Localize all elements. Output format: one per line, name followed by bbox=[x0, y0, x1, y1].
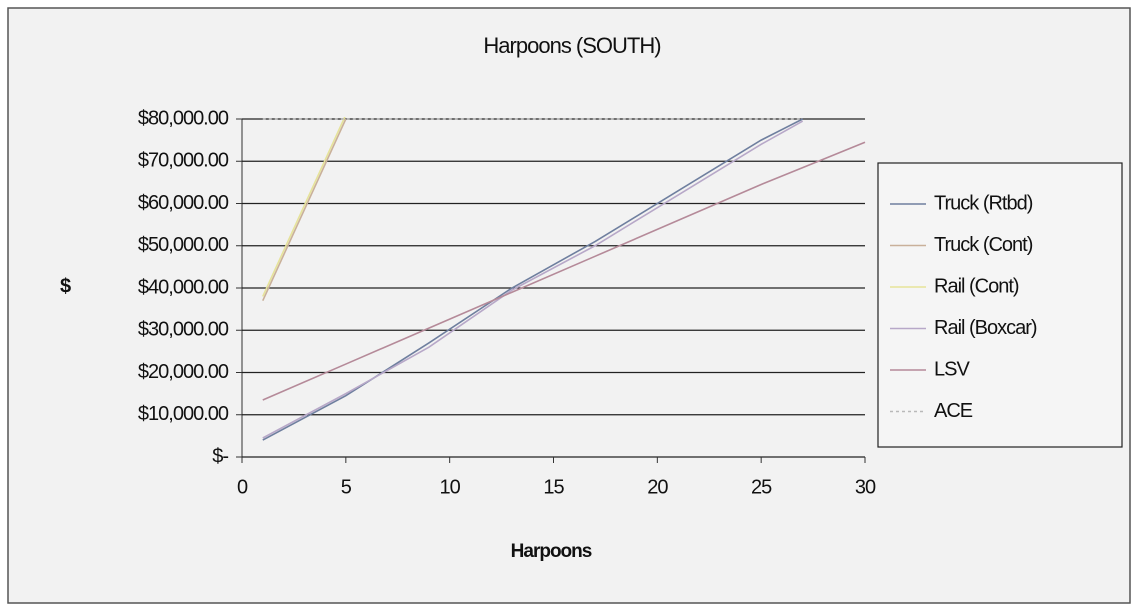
y-tick-label: $20,000.00 bbox=[138, 361, 229, 383]
legend-label: Truck (Cont) bbox=[934, 234, 1033, 256]
legend-label: Rail (Cont) bbox=[934, 275, 1019, 297]
y-tick-label: $70,000.00 bbox=[138, 150, 229, 172]
series-line bbox=[262, 118, 347, 302]
series-line bbox=[262, 118, 804, 441]
series-line bbox=[262, 120, 804, 439]
x-axis-label: Harpoons bbox=[511, 541, 592, 562]
series-line bbox=[262, 117, 346, 297]
y-axis-label: $ bbox=[60, 275, 71, 297]
chart-title: Harpoons (SOUTH) bbox=[483, 33, 660, 58]
x-tick-label: 5 bbox=[341, 476, 352, 498]
legend-label: LSV bbox=[934, 358, 970, 380]
series-line bbox=[262, 141, 866, 401]
x-tick-label: 30 bbox=[855, 476, 876, 498]
y-tick-label: $40,000.00 bbox=[138, 276, 229, 298]
y-tick-label: $80,000.00 bbox=[138, 107, 229, 129]
y-tick-label: $50,000.00 bbox=[138, 234, 229, 256]
plot-lines bbox=[262, 117, 866, 441]
x-tick-label: 0 bbox=[237, 476, 248, 498]
legend-label: Truck (Rtbd) bbox=[934, 192, 1033, 214]
legend-box bbox=[877, 162, 1123, 448]
x-tick-label: 15 bbox=[543, 476, 564, 498]
x-tick-label: 10 bbox=[440, 476, 461, 498]
y-tick-label: $30,000.00 bbox=[138, 319, 229, 341]
x-tick-label: 20 bbox=[647, 476, 668, 498]
y-tick-label: $- bbox=[212, 445, 228, 467]
x-tick-label: 25 bbox=[751, 476, 772, 498]
legend-label: ACE bbox=[934, 400, 973, 422]
y-tick-label: $10,000.00 bbox=[138, 403, 229, 425]
y-tick-label: $60,000.00 bbox=[138, 192, 229, 214]
legend-label: Rail (Boxcar) bbox=[934, 317, 1037, 339]
